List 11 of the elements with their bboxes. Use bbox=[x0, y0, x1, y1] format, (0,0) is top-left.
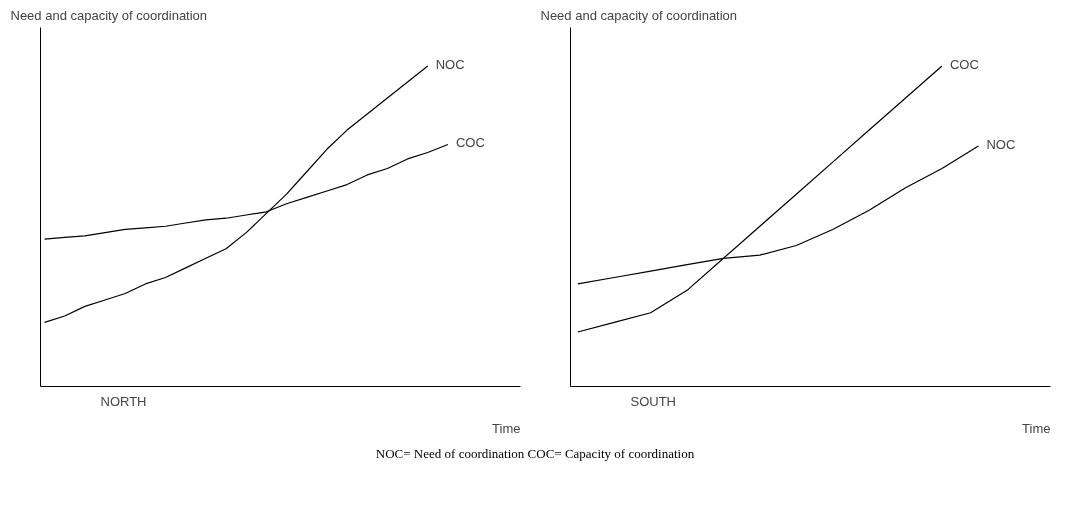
series-label: NOC bbox=[986, 137, 1016, 153]
y-axis-title: Need and capacity of coordination bbox=[10, 7, 208, 23]
y-axis-title: Need and capacity of coordination bbox=[540, 7, 738, 23]
series-label: COC bbox=[949, 56, 979, 72]
x-axis-title: Time bbox=[492, 420, 521, 436]
text: NOC= Need of coordination COC= Capacity of coordination bbox=[375, 445, 695, 463]
text: SOUTH bbox=[630, 393, 676, 409]
text: NORTH bbox=[100, 393, 147, 409]
series-label: NOC bbox=[435, 56, 465, 72]
x-axis-title: Time bbox=[1022, 420, 1051, 436]
series-label: COC bbox=[455, 135, 485, 151]
